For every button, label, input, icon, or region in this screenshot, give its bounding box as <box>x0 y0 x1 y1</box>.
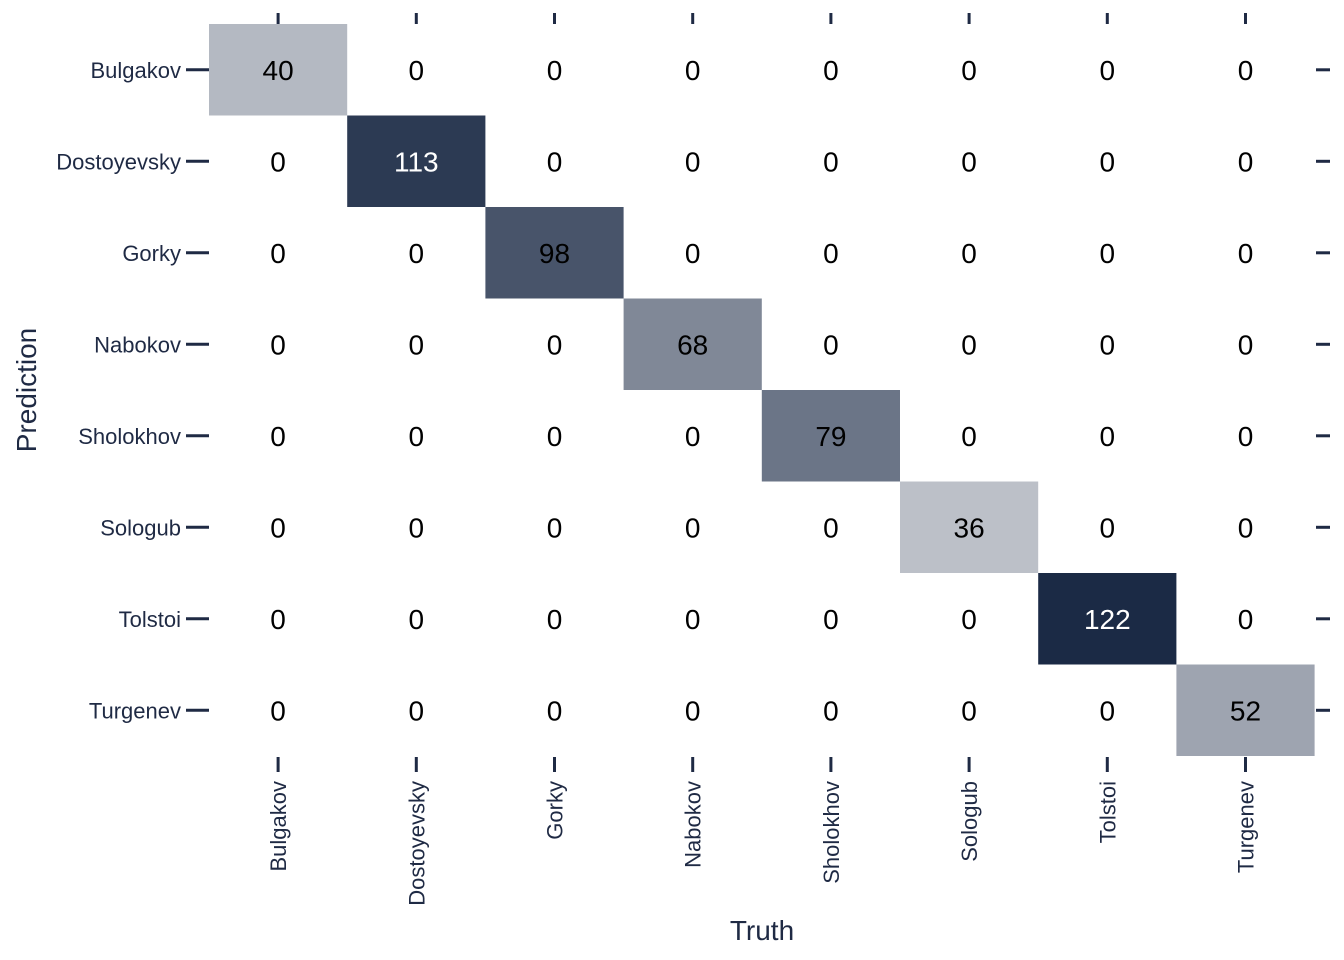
y-tick-label: Sologub <box>100 515 181 540</box>
cell-value-label: 0 <box>1238 512 1254 543</box>
cell-value-label: 36 <box>954 512 985 543</box>
x-tick-label: Sologub <box>957 781 982 862</box>
cell-value-label: 0 <box>961 695 977 726</box>
heatmap-cell <box>761 390 900 482</box>
cell-value-label: 0 <box>270 329 286 360</box>
cell-value-label: 0 <box>1238 238 1254 269</box>
cell-value-label: 0 <box>685 421 701 452</box>
cell-value-label: 0 <box>270 146 286 177</box>
cell-value-label: 0 <box>823 55 839 86</box>
cell-value-label: 0 <box>685 238 701 269</box>
cell-value-label: 40 <box>263 55 294 86</box>
y-tick-label: Sholokhov <box>78 424 181 449</box>
cell-value-label: 0 <box>823 329 839 360</box>
cell-value-label: 0 <box>409 512 425 543</box>
cell-value-label: 0 <box>409 329 425 360</box>
heatmap-cell <box>623 298 762 390</box>
x-tick-label: Bulgakov <box>266 781 291 872</box>
cell-value-label: 0 <box>409 55 425 86</box>
cell-value-label: 0 <box>1100 421 1116 452</box>
y-tick-label: Turgenev <box>89 698 181 723</box>
cell-value-label: 0 <box>961 421 977 452</box>
ticks-layer <box>186 13 1330 772</box>
cell-value-label: 0 <box>270 695 286 726</box>
cell-value-label: 0 <box>1100 146 1116 177</box>
y-tick-label: Dostoyevsky <box>56 149 181 174</box>
cell-value-label: 0 <box>547 695 563 726</box>
cell-value-label: 0 <box>409 238 425 269</box>
cell-value-label: 0 <box>270 421 286 452</box>
x-tick-label: Sholokhov <box>819 781 844 884</box>
cell-value-label: 0 <box>823 238 839 269</box>
cell-value-label: 0 <box>1238 604 1254 635</box>
cell-value-label: 0 <box>1238 146 1254 177</box>
x-axis-title: Truth <box>730 915 794 946</box>
cell-value-label: 0 <box>685 604 701 635</box>
cell-value-label: 0 <box>1100 55 1116 86</box>
cell-value-label: 0 <box>961 604 977 635</box>
cell-value-label: 0 <box>547 146 563 177</box>
cell-value-label: 98 <box>539 238 570 269</box>
cell-value-label: 0 <box>1100 695 1116 726</box>
cell-value-label: 0 <box>409 604 425 635</box>
cell-value-label: 0 <box>1238 421 1254 452</box>
cell-value-label: 122 <box>1084 604 1131 635</box>
x-tick-label: Tolstoi <box>1095 781 1120 843</box>
cell-value-label: 0 <box>823 512 839 543</box>
cell-value-label: 0 <box>409 421 425 452</box>
cell-value-label: 0 <box>823 146 839 177</box>
row-labels-layer: Bulgakov Dostoyevsky Gorky Nabokov Sholokhov… <box>56 58 181 723</box>
y-tick-label: Tolstoi <box>119 607 181 632</box>
cell-value-label: 0 <box>547 55 563 86</box>
cell-value-label: 0 <box>547 604 563 635</box>
cell-value-label: 0 <box>961 146 977 177</box>
cell-value-label: 0 <box>685 55 701 86</box>
cell-value-label: 0 <box>547 329 563 360</box>
cell-value-label: 0 <box>1238 329 1254 360</box>
heatmap-cell <box>485 207 624 299</box>
heatmap-cell <box>900 481 1039 573</box>
cell-value-label: 0 <box>1100 238 1116 269</box>
cell-value-label: 0 <box>409 695 425 726</box>
cell-value-label: 68 <box>677 329 708 360</box>
cell-value-label: 0 <box>685 695 701 726</box>
heatmap-cell <box>347 115 486 207</box>
cell-value-label: 0 <box>270 604 286 635</box>
cells-layer: 40 0 0 0 0 0 0 0 0 113 0 0 0 0 0 0 0 0 98 0 0 0 0 0 0 0 0 68 0 0 0 0 0 0 0… <box>209 24 1315 756</box>
x-tick-label: Gorky <box>543 781 568 840</box>
cell-value-label: 0 <box>961 55 977 86</box>
cell-value-label: 0 <box>961 329 977 360</box>
cell-value-label: 0 <box>1100 329 1116 360</box>
cell-value-label: 0 <box>270 512 286 543</box>
cell-value-label: 0 <box>823 604 839 635</box>
cell-value-label: 0 <box>685 512 701 543</box>
cell-value-label: 0 <box>1100 512 1116 543</box>
cell-value-label: 113 <box>394 146 439 177</box>
y-tick-label: Nabokov <box>94 332 181 357</box>
cell-value-label: 0 <box>961 238 977 269</box>
cell-value-label: 52 <box>1230 695 1261 726</box>
cell-value-label: 0 <box>547 421 563 452</box>
x-tick-label: Dostoyevsky <box>404 781 429 906</box>
x-tick-label: Turgenev <box>1234 781 1259 873</box>
heatmap-cell <box>1038 573 1177 665</box>
heatmap-cell <box>1176 664 1315 756</box>
y-axis-title: Prediction <box>11 328 42 453</box>
column-labels-layer: Bulgakov Dostoyevsky Gorky Nabokov Sholokhov… <box>266 781 1258 906</box>
y-tick-label: Gorky <box>122 241 181 266</box>
cell-value-label: 0 <box>823 695 839 726</box>
cell-value-label: 0 <box>1238 55 1254 86</box>
cell-value-label: 0 <box>685 146 701 177</box>
heatmap-cell <box>209 24 348 116</box>
y-tick-label: Bulgakov <box>90 58 181 83</box>
cell-value-label: 0 <box>547 512 563 543</box>
cell-value-label: 79 <box>815 421 846 452</box>
x-tick-label: Nabokov <box>681 781 706 868</box>
cell-value-label: 0 <box>270 238 286 269</box>
